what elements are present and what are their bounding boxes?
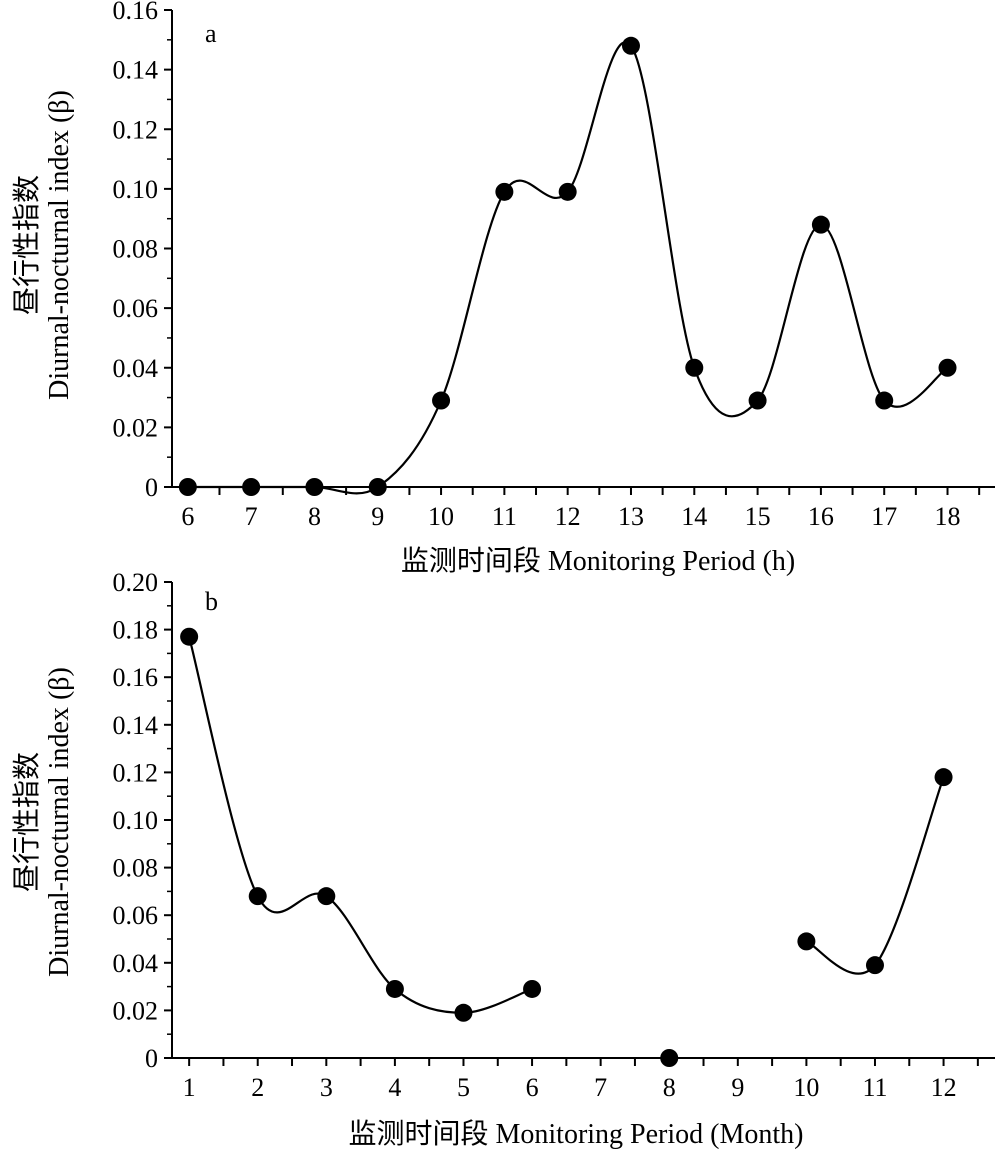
y-tick-label: 0.18 — [113, 616, 159, 645]
data-point — [385, 979, 404, 998]
x-tick-label: 16 — [808, 502, 834, 531]
y-tick-label: 0.16 — [113, 663, 159, 692]
x-tick-label: 7 — [594, 1073, 607, 1102]
y-tick-label: 0.06 — [113, 294, 159, 323]
x-tick-label: 4 — [388, 1073, 401, 1102]
y-tick-label: 0.10 — [113, 175, 159, 204]
y-axis-title-line1-b: 昼行性指数 — [11, 752, 43, 892]
x-tick-label: 13 — [618, 502, 644, 531]
x-tick-label: 12 — [931, 1073, 957, 1102]
data-point — [317, 887, 336, 906]
plot-area-b: 0 0.02 0.04 0.06 0.08 0.10 0.12 0.14 0.16 0.18 0.2… — [113, 568, 995, 1102]
y-tick-label: 0.02 — [113, 996, 159, 1025]
x-tick-label: 10 — [428, 502, 454, 531]
y-tick-label: 0.12 — [113, 115, 159, 144]
data-point — [938, 358, 957, 377]
series-line — [187, 41, 949, 495]
x-tick-label: 11 — [862, 1073, 887, 1102]
y-tick-label: 0 — [145, 1044, 158, 1073]
x-tick-label: 6 — [181, 502, 194, 531]
data-point — [797, 932, 816, 951]
data-point — [242, 478, 261, 496]
y-tick-label: 0.20 — [113, 568, 159, 597]
data-point — [178, 478, 197, 496]
y-tick-label: 0.08 — [113, 854, 159, 883]
x-tick-label: 14 — [681, 502, 707, 531]
series-line — [188, 636, 533, 1014]
data-point — [432, 391, 451, 410]
chart-panel-a: a 昼行性指数 Diurnal-nocturnal index (β) 监测时间… — [11, 0, 995, 577]
y-tick-label: 0 — [145, 473, 158, 502]
x-tick-label: 9 — [371, 502, 384, 531]
y-axis-title-line2-a: Diurnal-nocturnal index (β) — [44, 90, 75, 400]
y-tick-label: 0.02 — [113, 413, 159, 442]
data-point — [305, 478, 324, 496]
series-line — [805, 776, 945, 975]
x-tick-label: 12 — [555, 502, 581, 531]
data-point — [180, 627, 199, 646]
x-tick-label: 8 — [308, 502, 321, 531]
data-point — [865, 956, 884, 975]
x-tick-label: 11 — [492, 502, 517, 531]
x-tick-label: 5 — [457, 1073, 470, 1102]
data-point — [523, 979, 542, 998]
x-tick-label: 2 — [251, 1073, 264, 1102]
data-point — [660, 1049, 679, 1067]
x-tick-label: 18 — [935, 502, 961, 531]
chart-panel-b: b 昼行性指数 Diurnal-nocturnal index (β) 监测时间… — [11, 568, 995, 1150]
panel-label-a: a — [205, 19, 217, 48]
panel-label-b: b — [205, 587, 218, 616]
x-tick-label: 8 — [663, 1073, 676, 1102]
y-axis-title-line2-b: Diurnal-nocturnal index (β) — [44, 667, 75, 977]
data-point — [934, 768, 953, 787]
y-axis-title-line1-a: 昼行性指数 — [11, 175, 43, 315]
x-tick-label: 17 — [871, 502, 897, 531]
data-point — [495, 182, 514, 201]
y-tick-label: 0.14 — [113, 711, 159, 740]
y-tick-label: 0.06 — [113, 901, 159, 930]
x-tick-label: 6 — [526, 1073, 539, 1102]
y-tick-label: 0.16 — [113, 0, 159, 25]
x-axis-title-b: 监测时间段 Monitoring Period (Month) — [349, 1118, 804, 1150]
x-tick-label: 10 — [793, 1073, 819, 1102]
data-point — [248, 887, 267, 906]
x-axis-title-a: 监测时间段 Monitoring Period (h) — [401, 545, 795, 577]
x-tick-label: 15 — [745, 502, 771, 531]
plot-area-a: 0 0.02 0.04 0.06 0.08 0.10 0.12 0.14 0.16 6 7 8 9 10 1… — [113, 0, 995, 531]
y-tick-label: 0.14 — [113, 56, 159, 85]
y-tick-label: 0.08 — [113, 235, 159, 264]
x-tick-label: 7 — [245, 502, 258, 531]
y-tick-label: 0.04 — [113, 354, 159, 383]
data-point — [875, 391, 894, 410]
x-tick-label: 1 — [183, 1073, 196, 1102]
data-point — [558, 182, 577, 201]
data-point — [748, 391, 767, 410]
y-tick-label: 0.04 — [113, 949, 159, 978]
data-point — [621, 36, 640, 55]
y-tick-label: 0.12 — [113, 758, 159, 787]
x-tick-label: 3 — [320, 1073, 333, 1102]
data-point — [685, 358, 704, 377]
y-tick-label: 0.10 — [113, 806, 159, 835]
data-point — [811, 215, 830, 234]
data-point — [454, 1003, 473, 1022]
data-point — [368, 478, 387, 496]
x-tick-label: 9 — [731, 1073, 744, 1102]
